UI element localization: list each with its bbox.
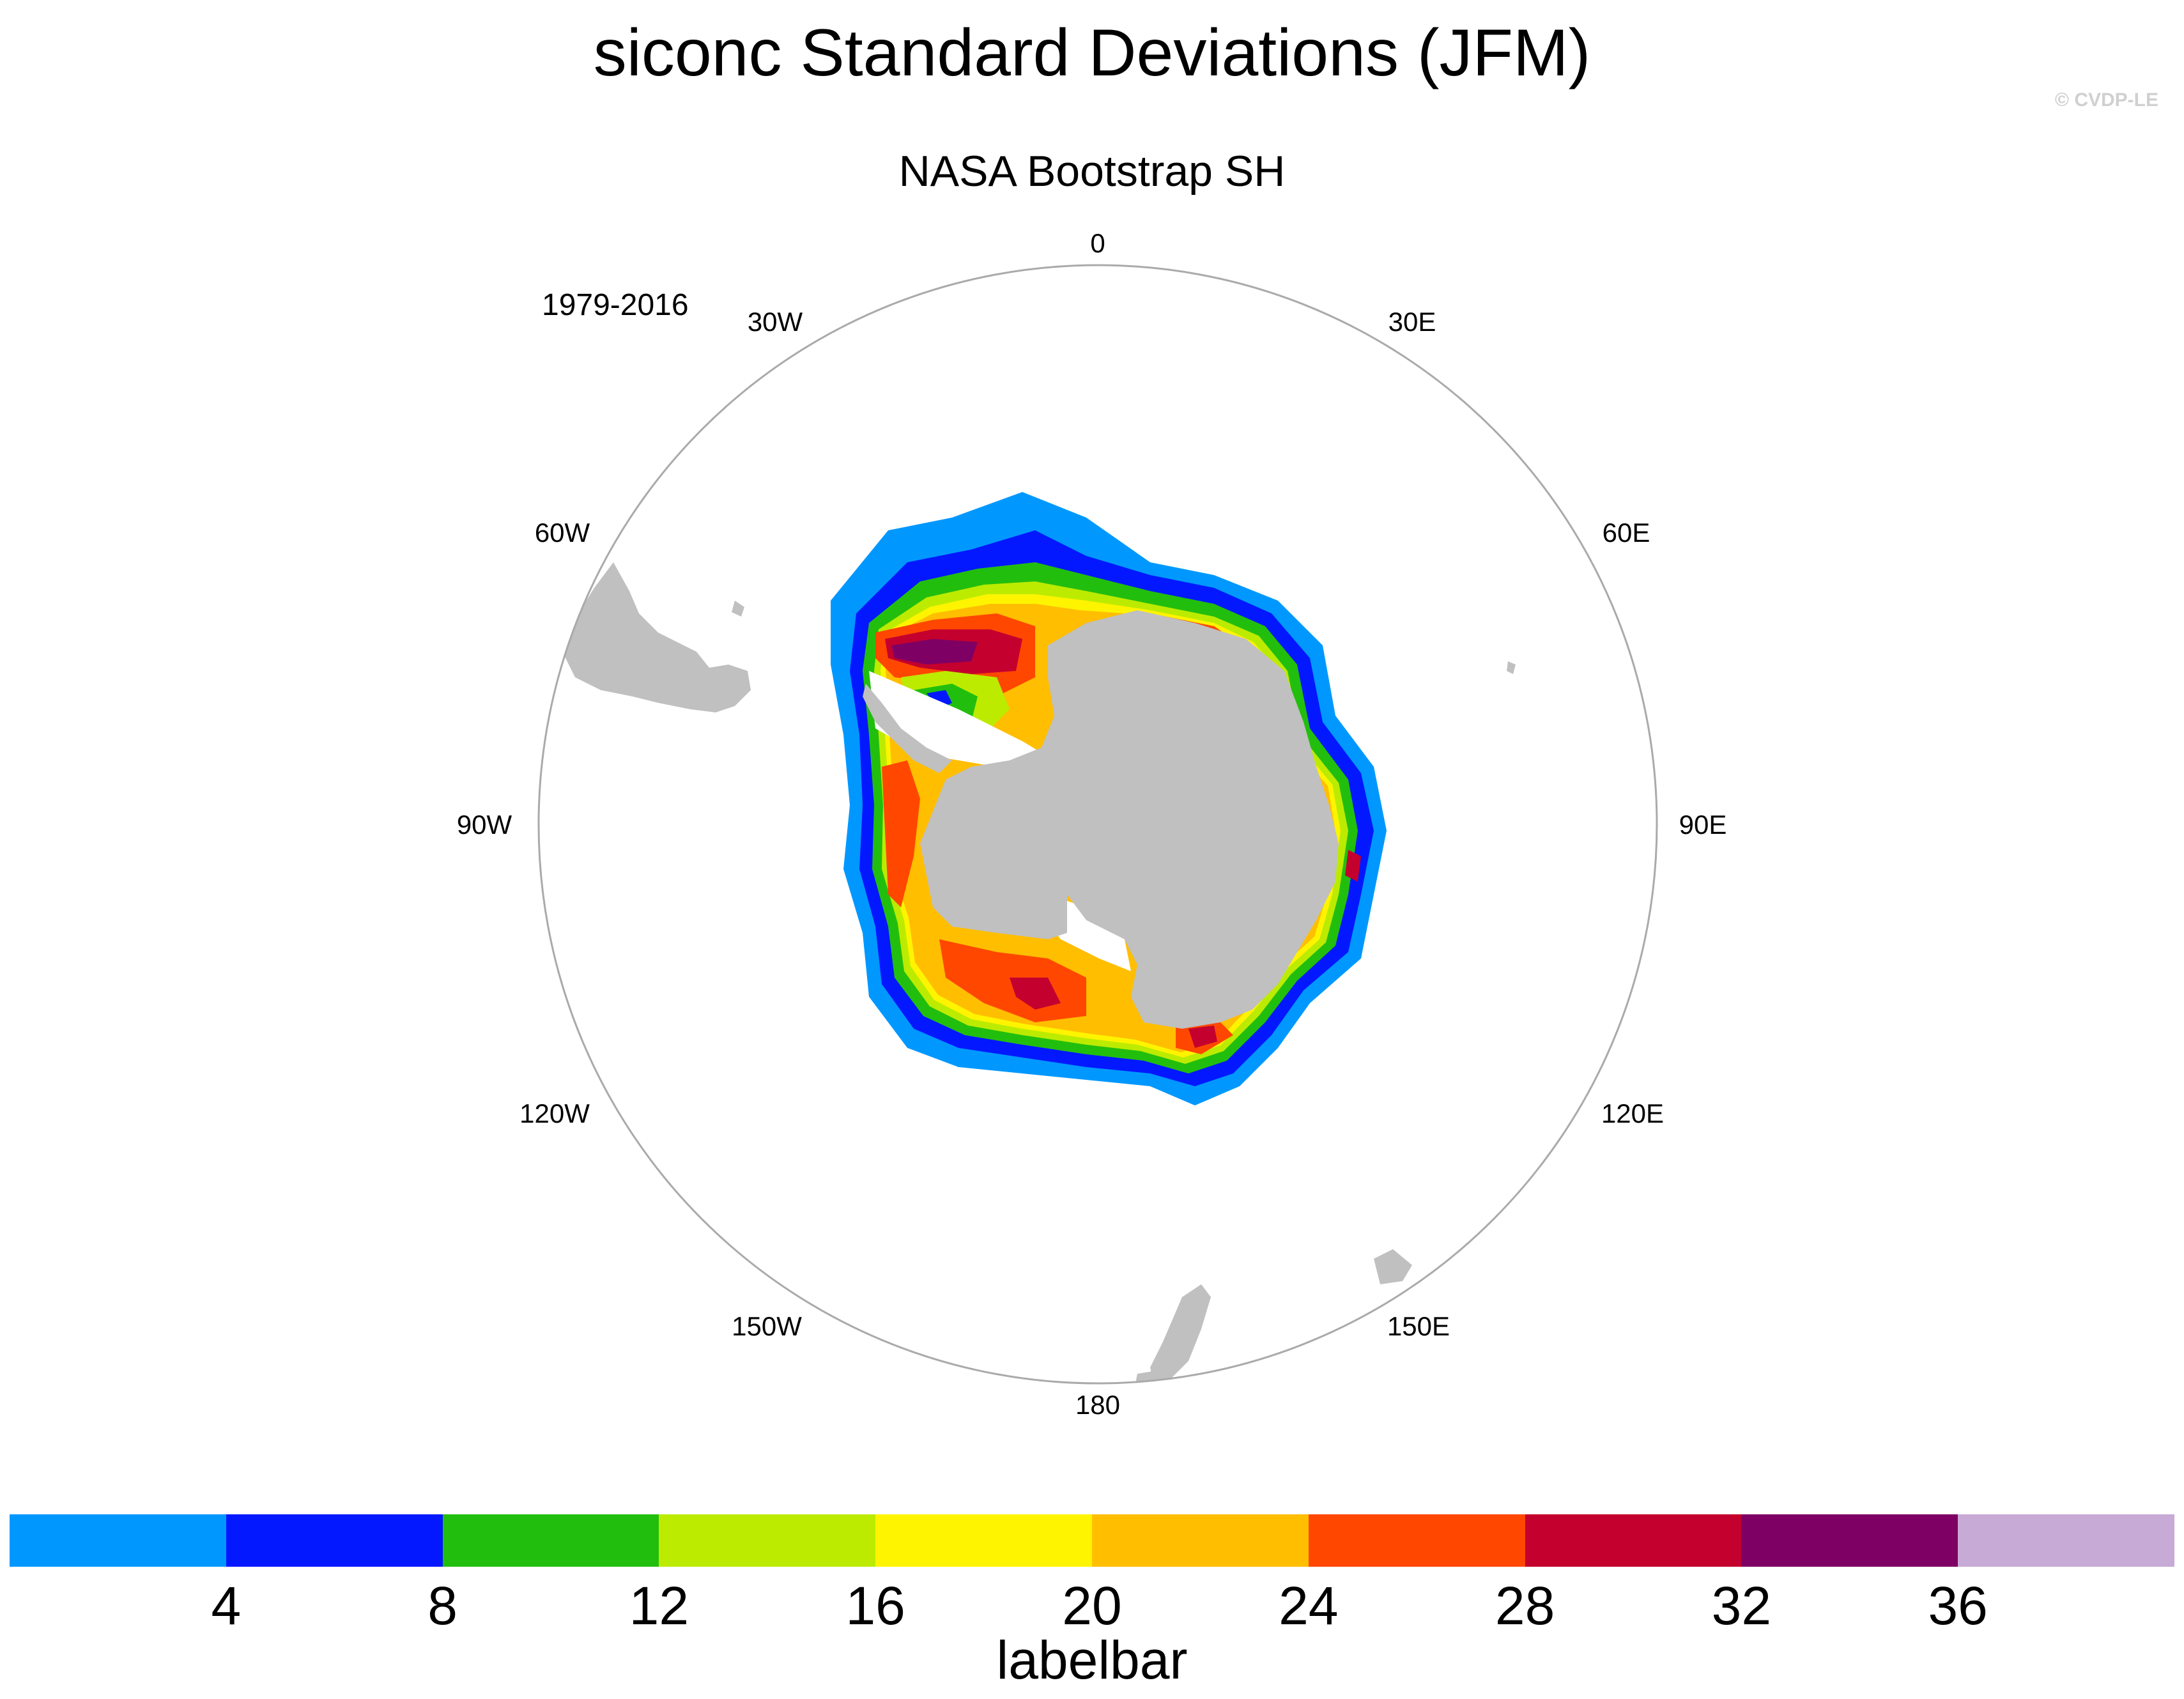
colorbar-segment (442, 1514, 659, 1567)
tasmania-land (1374, 1249, 1412, 1284)
lon-label-150e: 150E (1387, 1311, 1450, 1341)
lon-label-30e: 30E (1388, 307, 1436, 337)
colorbar-segment (1741, 1514, 1958, 1567)
colorbar-tick-label: 4 (211, 1576, 242, 1636)
colorbar-tick-label: 20 (1062, 1576, 1122, 1636)
colorbar-tick-label: 28 (1495, 1576, 1555, 1636)
lon-label-60w: 60W (535, 518, 590, 548)
antarctica-land (920, 610, 1339, 1029)
colorbar-segment (1525, 1514, 1742, 1567)
lon-label-120w: 120W (519, 1098, 590, 1128)
colorbar-segment (1958, 1514, 2174, 1567)
lon-label-120e: 120E (1601, 1098, 1664, 1128)
lon-label-0: 0 (1090, 228, 1105, 258)
credit-watermark: © CVDP-LE (2054, 89, 2158, 111)
colorbar-segment (10, 1514, 226, 1567)
period-label: 1979-2016 (542, 288, 689, 322)
colorbar-tick-label: 36 (1928, 1576, 1988, 1636)
colorbar-segment (1091, 1514, 1309, 1567)
colorbar-title: labelbar (996, 1630, 1188, 1690)
colorbar-segment (875, 1514, 1092, 1567)
map-boundary-circle (537, 264, 1658, 1385)
south-georgia-land (732, 601, 744, 617)
kerguelen-land (1507, 661, 1516, 674)
colorbar (10, 1514, 2174, 1567)
colorbar-tick-label: 8 (427, 1576, 458, 1636)
weddell-hotspot-36 (891, 639, 978, 665)
lon-label-60e: 60E (1603, 518, 1650, 548)
colorbar-segment (226, 1514, 443, 1567)
antarctic-peninsula-land (863, 684, 952, 773)
colorbar-tick-label: 24 (1279, 1576, 1339, 1636)
map-content (562, 492, 1516, 1383)
map-subtitle: NASA Bootstrap SH (898, 147, 1286, 196)
amundsen-hotspot-28 (882, 760, 920, 907)
colorbar-tick-label: 16 (845, 1576, 905, 1636)
south-america-land (562, 562, 751, 712)
lon-label-30w: 30W (748, 307, 803, 337)
new-zealand-south-land (1150, 1284, 1211, 1383)
colorbar-tick-label: 12 (629, 1576, 689, 1636)
lon-label-90w: 90W (457, 810, 512, 840)
eastant-hotspot-32 (1188, 1026, 1217, 1048)
longitude-labels: 0 30E 60E 90E 120E 150E 180 150W 120W 90… (457, 228, 1727, 1420)
new-zealand-north-land (1134, 1371, 1157, 1383)
colorbar-segment (1308, 1514, 1525, 1567)
lon-label-180: 180 (1075, 1390, 1120, 1420)
lon-label-90e: 90E (1679, 810, 1727, 840)
coastal-hotspot-32 (1345, 850, 1361, 882)
ross-hotspot-32 (1010, 978, 1061, 1010)
colorbar-tick-label: 32 (1711, 1576, 1772, 1636)
lon-label-150w: 150W (732, 1311, 802, 1341)
page-title: siconc Standard Deviations (JFM) (593, 16, 1591, 90)
colorbar-segment (659, 1514, 876, 1567)
